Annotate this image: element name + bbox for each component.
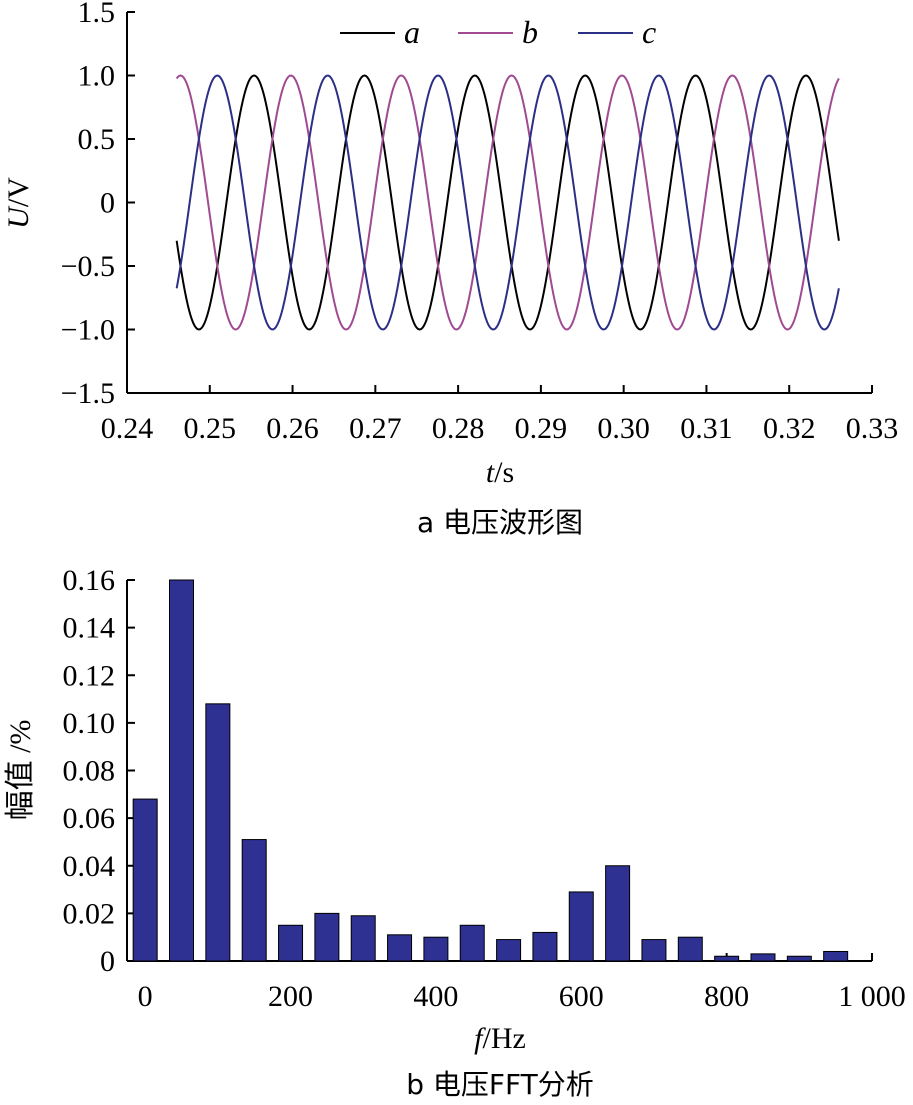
series-line-c bbox=[175, 74, 840, 331]
bar-50hz bbox=[169, 579, 195, 962]
bar-550hz bbox=[532, 931, 558, 962]
bar-950hz bbox=[823, 950, 849, 962]
x-tick-label: 0.32 bbox=[763, 412, 816, 445]
y-tick-label: −0.5 bbox=[61, 250, 115, 283]
x-axis-title: f/Hz bbox=[474, 1022, 526, 1055]
x-tick-label: 0.25 bbox=[184, 412, 237, 445]
y-tick-label: 0.16 bbox=[63, 564, 116, 597]
x-tick-label: 0.29 bbox=[515, 412, 568, 445]
legend-label-b: b bbox=[522, 14, 538, 50]
legend-label-c: c bbox=[642, 14, 656, 50]
x-tick-label: 0.24 bbox=[101, 412, 154, 445]
y-tick-label: 0.12 bbox=[63, 659, 116, 692]
x-axis-variable: t bbox=[486, 456, 495, 489]
y-axis-unit: /V bbox=[2, 177, 35, 207]
voltage-waveform-chart: 1.51.00.50−0.5−1.0−1.5 0.24 0.25 0.26 0.27 0… bbox=[2, 0, 898, 539]
series-lines bbox=[175, 74, 840, 331]
y-axis-title: 幅值 /% bbox=[4, 720, 37, 821]
y-tick-label: 0 bbox=[100, 187, 115, 220]
series-line-a bbox=[175, 74, 840, 331]
y-tick-label: 0.02 bbox=[63, 897, 116, 930]
x-axis-unit: /s bbox=[494, 456, 514, 489]
bar-600hz bbox=[568, 891, 594, 962]
chart-b-caption: b 电压FFT分析 bbox=[406, 1068, 594, 1101]
y-tick-label: 1.5 bbox=[78, 0, 116, 29]
y-tick-label: 0.14 bbox=[63, 612, 116, 645]
bar-500hz bbox=[496, 939, 522, 962]
y-tick-label: 0.06 bbox=[63, 802, 116, 835]
y-tick-label: 1.0 bbox=[78, 60, 116, 93]
bar-850hz bbox=[750, 953, 776, 962]
legend-label-a: a bbox=[404, 14, 420, 50]
x-axis-unit: /Hz bbox=[483, 1022, 526, 1055]
x-axis-title: t/s bbox=[486, 456, 514, 489]
y-tick-label: 0.04 bbox=[63, 850, 116, 883]
y-tick-label: −1.5 bbox=[61, 377, 115, 410]
x-tick-label: 0.28 bbox=[432, 412, 485, 445]
x-tick-label: 0.33 bbox=[846, 412, 899, 445]
bar-400hz bbox=[423, 936, 449, 962]
y-tick-label: 0.5 bbox=[78, 123, 116, 156]
y-tick-label: −1.0 bbox=[61, 314, 115, 347]
y-tick-label: 0.10 bbox=[63, 707, 116, 740]
bar-700hz bbox=[641, 939, 667, 962]
bar-250hz bbox=[314, 912, 340, 962]
chart-a-caption: a 电压波形图 bbox=[417, 506, 583, 539]
bar-800hz bbox=[714, 955, 740, 962]
bar-0hz bbox=[132, 798, 158, 962]
bar-900hz bbox=[786, 955, 812, 962]
series-line-b bbox=[175, 74, 840, 331]
bar-200hz bbox=[278, 924, 304, 962]
x-tick-label: 600 bbox=[559, 980, 604, 1013]
x-tick-label: 800 bbox=[704, 980, 749, 1013]
y-axis-title: U/V bbox=[2, 177, 35, 229]
y-tick-label: 0.08 bbox=[63, 755, 116, 788]
bar-350hz bbox=[387, 934, 413, 962]
bar-300hz bbox=[350, 915, 376, 962]
y-axis-variable: U bbox=[2, 205, 35, 229]
bar-650hz bbox=[605, 865, 631, 962]
x-tick-label: 1 000 bbox=[838, 980, 906, 1013]
bar-100hz bbox=[205, 703, 231, 962]
bar-750hz bbox=[677, 936, 703, 962]
legend: a b c bbox=[340, 14, 656, 50]
bar-450hz bbox=[459, 924, 485, 962]
x-tick-label: 0.26 bbox=[266, 412, 319, 445]
x-tick-group: 0.24 0.25 0.26 0.27 0.28 0.29 0.30 0.31 0.32 0.33 bbox=[101, 385, 899, 445]
bar-150hz bbox=[241, 839, 267, 962]
y-tick-group: 1.5 1.0 0.5 0 −0.5 −1.0 −1.5 bbox=[61, 0, 135, 410]
x-tick-label: 400 bbox=[413, 980, 458, 1013]
x-tick-label: 0.30 bbox=[597, 412, 650, 445]
y-tick-label: 0 bbox=[100, 945, 115, 978]
x-tick-label: 0.31 bbox=[680, 412, 733, 445]
x-tick-label: 0.27 bbox=[349, 412, 402, 445]
x-tick-label: 0 bbox=[138, 980, 153, 1013]
x-tick-label: 200 bbox=[268, 980, 313, 1013]
bar-group bbox=[132, 579, 849, 962]
voltage-fft-chart: 0.16 0.14 0.12 0.10 0.08 0.06 0.04 0.02 0 0 200 40… bbox=[4, 564, 906, 1101]
x-tick-group: 0 200 400 600 800 1 000 bbox=[138, 953, 906, 1013]
y-tick-group: 0.16 0.14 0.12 0.10 0.08 0.06 0.04 0.02 0 bbox=[63, 564, 135, 978]
